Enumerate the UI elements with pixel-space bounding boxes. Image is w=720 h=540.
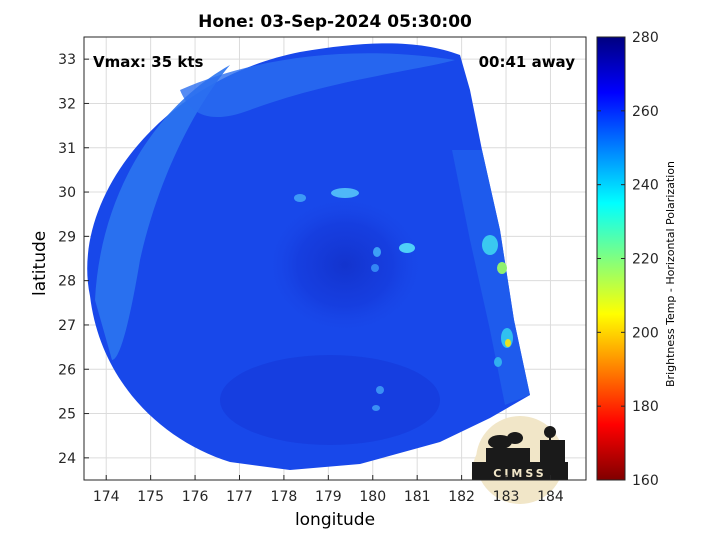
convection-spot [373,247,381,257]
y-tick-label: 32 [58,96,76,112]
convection-spot [497,262,507,274]
plot-title: Hone: 03-Sep-2024 05:30:00 [198,12,472,32]
y-tick-label: 25 [58,407,76,423]
light-band-upper [180,53,455,118]
convection-spot [399,243,415,253]
colorbar-tick-label: 200 [632,325,659,341]
y-tick-label: 28 [58,274,76,290]
colorbar [596,36,626,481]
light-band [95,65,230,360]
colorbar-label: Brightness Temp - Horizontal Polarizatio… [664,161,677,387]
y-axis-label: latitude [30,230,50,296]
x-tick-label: 177 [226,489,253,505]
convection-spot [482,235,498,255]
axes-frame [83,36,587,481]
y-tick-label: 29 [58,229,76,245]
colorbar-gradient [596,36,626,481]
colorbar-tick-label: 240 [632,178,659,194]
colorbar-tick-label: 260 [632,104,659,120]
x-tick-label: 182 [448,489,475,505]
vmax-label: Vmax: 35 kts [93,53,204,71]
colorbar-tick-label: 160 [632,473,659,489]
x-tick-label: 180 [359,489,386,505]
convection-spot [294,194,306,202]
x-tick-label: 183 [493,489,520,505]
x-tick-label: 178 [271,489,298,505]
satellite-swath [87,43,530,470]
y-tick-label: 33 [58,52,76,68]
convection-spot [331,188,359,198]
x-tick-label: 176 [182,489,209,505]
y-tick-label: 24 [58,451,76,467]
x-axis-label: longitude [294,510,376,530]
convection-spot [371,264,379,272]
colorbar-tick-label: 280 [632,30,659,46]
convection-spot [494,357,502,367]
storm-center [265,195,425,335]
x-tick-label: 175 [137,489,164,505]
x-tick-label: 179 [315,489,342,505]
y-tick-label: 27 [58,318,76,334]
x-tick-label: 174 [93,489,120,505]
convection-spot [376,386,384,394]
y-tick-label: 26 [58,362,76,378]
x-tick-label: 184 [537,489,564,505]
colorbar-tick-label: 220 [632,252,659,268]
time-away-label: 00:41 away [478,53,575,71]
colorbar-tick-label: 180 [632,399,659,415]
convection-spot [505,339,511,347]
colorbar-ticks: 160 180 200 220 240 260 280 [597,30,659,489]
convection-spot [372,405,380,411]
logo-text: CIMSS [493,467,546,480]
y-axis-ticks: 24 25 26 27 28 29 30 31 32 33 [58,52,89,467]
y-tick-label: 30 [58,185,76,201]
x-tick-label: 181 [404,489,431,505]
y-tick-label: 31 [58,141,76,157]
lower-dark-region [220,355,440,445]
x-axis-ticks: 174 175 176 177 178 179 180 181 182 183 184 [93,475,564,505]
